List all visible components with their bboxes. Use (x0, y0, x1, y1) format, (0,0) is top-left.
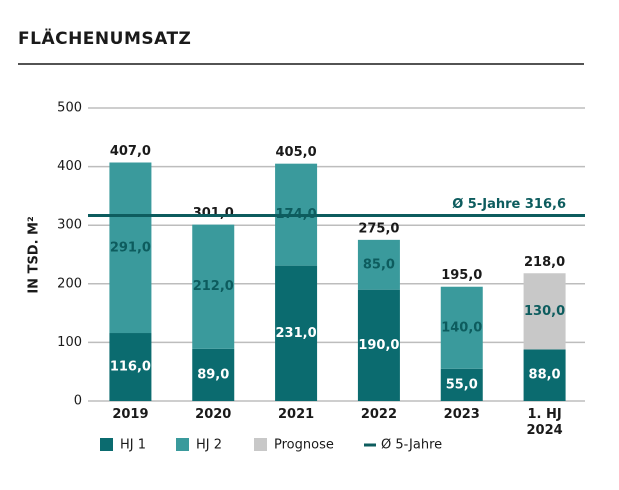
x-tick-label: 2020 (195, 407, 231, 422)
bar-segment (109, 333, 152, 401)
x-tick-label: 1. HJ 2024 (526, 407, 562, 438)
value-label: 291,0 (110, 240, 151, 255)
x-tick-label: 2019 (112, 407, 148, 422)
total-label: 301,0 (193, 206, 234, 221)
legend-label: Prognose (274, 438, 334, 453)
x-tick-label: 2022 (361, 407, 397, 422)
bar-segment (109, 162, 152, 334)
y-tick-label: 400 (57, 159, 82, 174)
value-label: 85,0 (363, 257, 395, 272)
value-label: 55,0 (446, 377, 478, 392)
legend-swatch (176, 438, 189, 451)
x-tick-label: 2023 (444, 407, 480, 422)
total-label: 218,0 (524, 255, 565, 270)
y-tick-label: 100 (57, 335, 82, 350)
total-label: 195,0 (441, 268, 482, 283)
bar-segment (523, 273, 566, 350)
y-axis-label: IN TSD. M² (27, 216, 42, 293)
bar-segment (275, 265, 318, 401)
y-tick-label: 200 (57, 276, 82, 291)
bar-segment (440, 286, 483, 369)
legend-swatch (254, 438, 267, 451)
y-tick-label: 500 (57, 101, 82, 116)
value-label: 88,0 (529, 368, 561, 383)
legend-label: HJ 1 (120, 438, 146, 453)
total-label: 405,0 (276, 145, 317, 160)
y-tick-label: 300 (57, 218, 82, 233)
bar-segment (192, 224, 235, 349)
value-label: 212,0 (193, 279, 234, 294)
legend-swatch (100, 438, 113, 451)
bar-segment (523, 349, 566, 401)
legend-label: HJ 2 (196, 438, 222, 453)
bar-segment (192, 348, 235, 401)
legend-label: Ø 5-Jahre (381, 438, 442, 453)
chart-title: FLÄCHENUMSATZ (18, 27, 191, 49)
bar-segment (357, 289, 400, 401)
value-label: 116,0 (110, 360, 151, 375)
bar-segment (357, 239, 400, 290)
value-label: 140,0 (441, 320, 482, 335)
bar-segment (440, 368, 483, 401)
y-tick-label: 0 (74, 394, 82, 409)
x-tick-label: 2021 (278, 407, 314, 422)
total-label: 275,0 (358, 221, 399, 236)
value-label: 231,0 (276, 326, 317, 341)
total-label: 407,0 (110, 144, 151, 159)
value-label: 190,0 (358, 338, 399, 353)
value-label: 89,0 (197, 367, 229, 382)
value-label: 130,0 (524, 304, 565, 319)
reference-label: Ø 5-Jahre 316,6 (452, 197, 566, 212)
